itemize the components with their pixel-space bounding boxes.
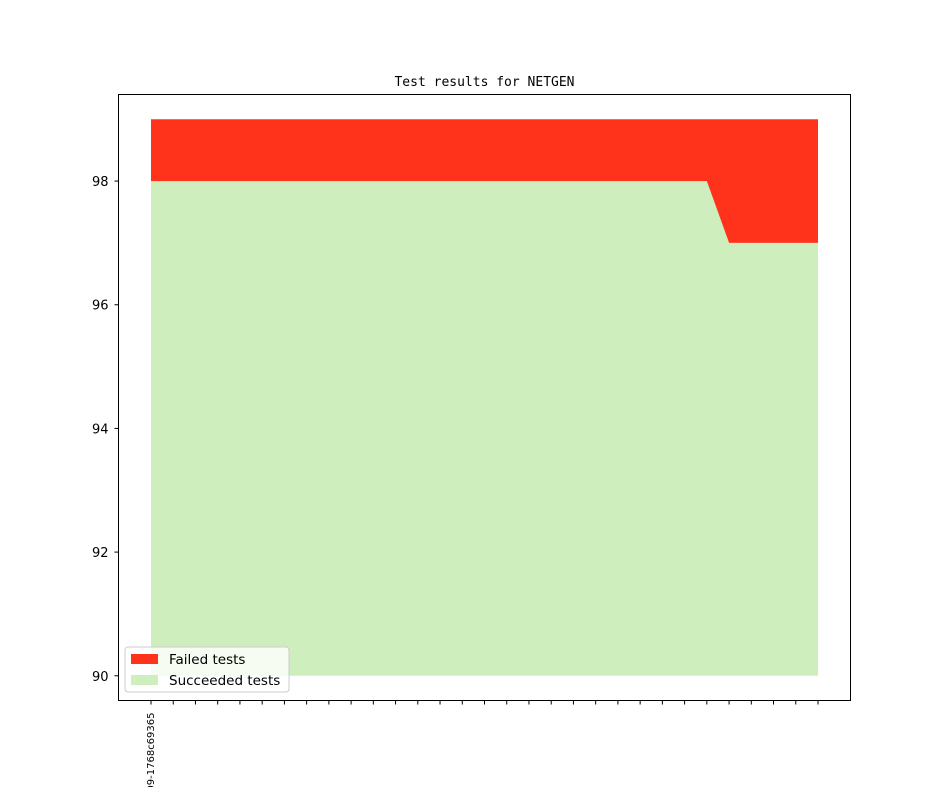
y-axis: 90 92 94 96 98 — [92, 175, 119, 685]
legend: Failed tests Succeeded tests — [124, 646, 290, 693]
y-tick-label-96: 96 — [92, 299, 109, 314]
y-tick-label-98: 98 — [92, 175, 109, 190]
y-tick-label-90: 90 — [92, 670, 109, 685]
legend-label-failed: Failed tests — [169, 652, 245, 668]
chart-title: Test results for NETGEN — [394, 75, 574, 90]
area-failed-tests — [151, 119, 818, 243]
legend-label-succeeded: Succeeded tests — [169, 673, 280, 689]
legend-swatch-succeeded — [131, 675, 158, 685]
y-tick-label-92: 92 — [92, 546, 109, 561]
legend-swatch-failed — [131, 654, 158, 664]
legend-box — [124, 646, 290, 693]
area-succeeded-tests — [151, 181, 818, 676]
x-tick-label: 09-1768c69365 — [146, 713, 157, 787]
y-tick-label-94: 94 — [92, 422, 109, 437]
x-axis: 09-1768c69365 — [146, 700, 819, 787]
plot-areas — [151, 119, 818, 676]
